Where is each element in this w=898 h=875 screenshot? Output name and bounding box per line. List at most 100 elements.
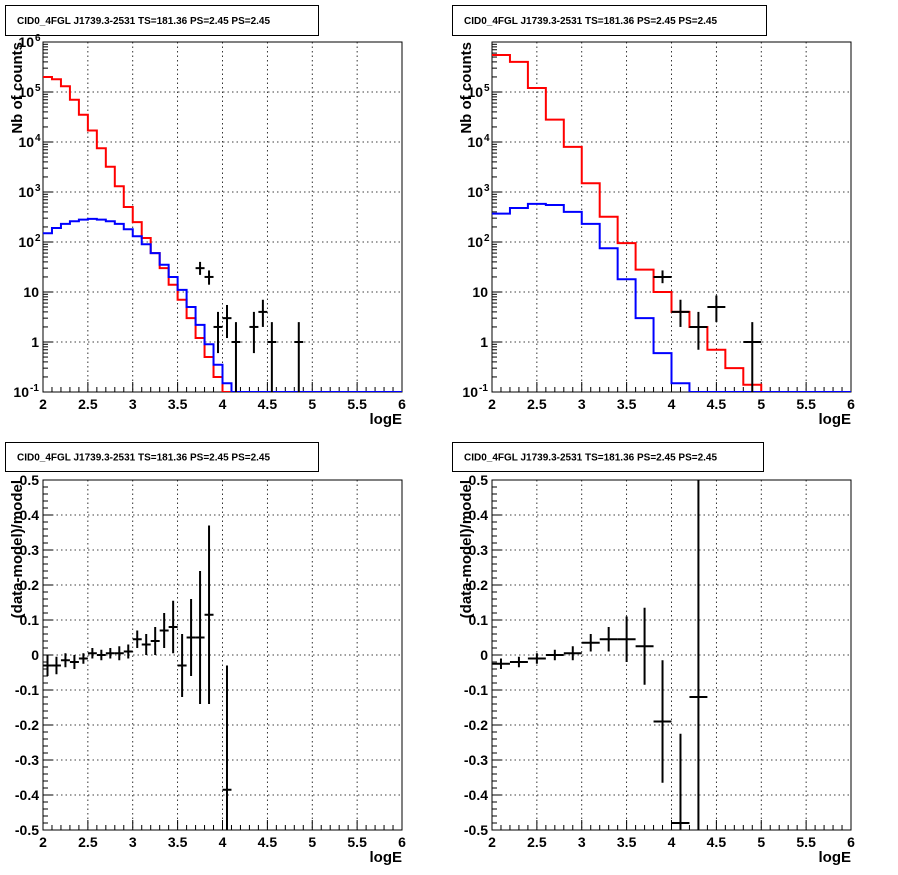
data-point	[653, 270, 672, 284]
y-axis-title: Nb of counts	[9, 42, 26, 134]
x-tick-label: 4	[668, 396, 676, 412]
y-tick-label: 10	[467, 84, 483, 100]
data-point	[231, 322, 241, 392]
y-tick-exponent: 2	[484, 233, 490, 244]
y-tick-label: 0	[480, 647, 488, 663]
x-tick-label: 5.5	[796, 396, 816, 412]
data-point	[222, 665, 232, 830]
y-tick-label: -0.3	[464, 752, 488, 768]
x-tick-label: 3.5	[617, 396, 637, 412]
data-point	[653, 660, 672, 783]
histogram-series-1	[492, 53, 851, 392]
data-point	[689, 311, 708, 350]
y-tick-label: 10	[18, 84, 34, 100]
y-tick-label: 0.3	[469, 542, 489, 558]
y-tick-exponent: 2	[35, 233, 41, 244]
data-point	[689, 480, 708, 830]
histogram-series-2	[43, 217, 402, 392]
x-axis-title: logE	[819, 849, 852, 866]
y-tick-label: 10	[467, 234, 483, 250]
data-point	[635, 607, 654, 685]
data-point	[527, 653, 546, 664]
data-point	[258, 299, 268, 327]
data-point	[617, 616, 636, 662]
y-tick-label: 0.2	[20, 577, 40, 593]
y-tick-exponent: 5	[35, 83, 41, 94]
data-point	[60, 653, 70, 668]
y-tick-label: 10	[467, 184, 483, 200]
x-tick-label: 5.5	[796, 834, 816, 850]
x-tick-label: 3.5	[168, 396, 188, 412]
data-point	[545, 649, 564, 661]
title-box	[452, 5, 767, 36]
x-tick-label: 6	[847, 834, 855, 850]
y-tick-label: -0.2	[15, 717, 39, 733]
x-tick-label: 2.5	[527, 834, 547, 850]
data-point	[69, 655, 79, 669]
x-tick-label: 4.5	[258, 834, 278, 850]
data-point	[51, 656, 61, 675]
chart-panel-3: CID0_4FGL J1739.3-2531 TS=181.36 PS=2.45…	[5, 442, 406, 866]
x-tick-label: 4.5	[707, 396, 727, 412]
y-tick-label: 10	[472, 284, 488, 300]
data-point	[222, 304, 232, 339]
x-tick-label: 4.5	[258, 396, 278, 412]
data-point	[195, 571, 205, 704]
y-tick-exponent: -1	[30, 383, 39, 394]
data-point	[743, 322, 762, 392]
x-tick-label: 2	[488, 396, 496, 412]
y-tick-label: 10	[467, 134, 483, 150]
y-tick-label: 0.4	[20, 507, 40, 523]
y-tick-label: 0.1	[20, 612, 40, 628]
x-tick-label: 5	[757, 396, 765, 412]
y-tick-label: -0.2	[464, 717, 488, 733]
data-point	[141, 634, 151, 655]
data-point	[195, 261, 205, 275]
y-tick-label: -0.5	[15, 822, 39, 838]
data-point	[213, 311, 223, 354]
data-point	[267, 322, 277, 392]
x-tick-label: 5	[757, 834, 765, 850]
chart-panel-4: CID0_4FGL J1739.3-2531 TS=181.36 PS=2.45…	[452, 442, 855, 866]
y-tick-label: 0.5	[469, 472, 489, 488]
x-tick-label: 2.5	[527, 396, 547, 412]
x-tick-label: 2.5	[78, 396, 98, 412]
x-tick-label: 4	[668, 834, 676, 850]
x-tick-label: 6	[398, 396, 406, 412]
data-point	[671, 733, 690, 830]
x-tick-label: 2	[488, 834, 496, 850]
y-tick-exponent: 6	[35, 33, 41, 44]
data-point	[294, 322, 304, 392]
y-tick-label: 10	[18, 134, 34, 150]
data-point	[105, 648, 115, 659]
data-point	[123, 644, 133, 659]
data-point	[599, 627, 618, 652]
y-tick-label: -0.4	[15, 787, 39, 803]
x-tick-label: 5.5	[347, 396, 367, 412]
y-tick-label: 10	[462, 384, 478, 400]
x-axis-title: logE	[370, 411, 403, 428]
chart-title: CID0_4FGL J1739.3-2531 TS=181.36 PS=2.45…	[17, 16, 270, 27]
y-tick-label: 0.2	[469, 577, 489, 593]
x-tick-label: 3.5	[168, 834, 188, 850]
y-tick-label: 10	[13, 384, 29, 400]
x-tick-label: 4	[219, 396, 227, 412]
y-tick-exponent: 4	[484, 133, 490, 144]
x-tick-label: 3	[129, 834, 137, 850]
x-tick-label: 5	[308, 396, 316, 412]
y-tick-label: 0.5	[20, 472, 40, 488]
y-tick-label: -0.1	[464, 682, 488, 698]
y-tick-label: -0.3	[15, 752, 39, 768]
data-point	[707, 295, 726, 323]
data-point	[159, 613, 169, 648]
y-tick-label: 10	[18, 184, 34, 200]
y-axis-title: (data-model)/model	[458, 480, 475, 618]
x-tick-label: 6	[398, 834, 406, 850]
y-tick-label: 0.3	[20, 542, 40, 558]
y-tick-label: -0.4	[464, 787, 488, 803]
data-point	[87, 648, 97, 659]
y-axis-title: (data-model)/model	[9, 480, 26, 618]
y-axis-title: Nb of counts	[458, 42, 475, 134]
y-tick-label: 10	[18, 234, 34, 250]
